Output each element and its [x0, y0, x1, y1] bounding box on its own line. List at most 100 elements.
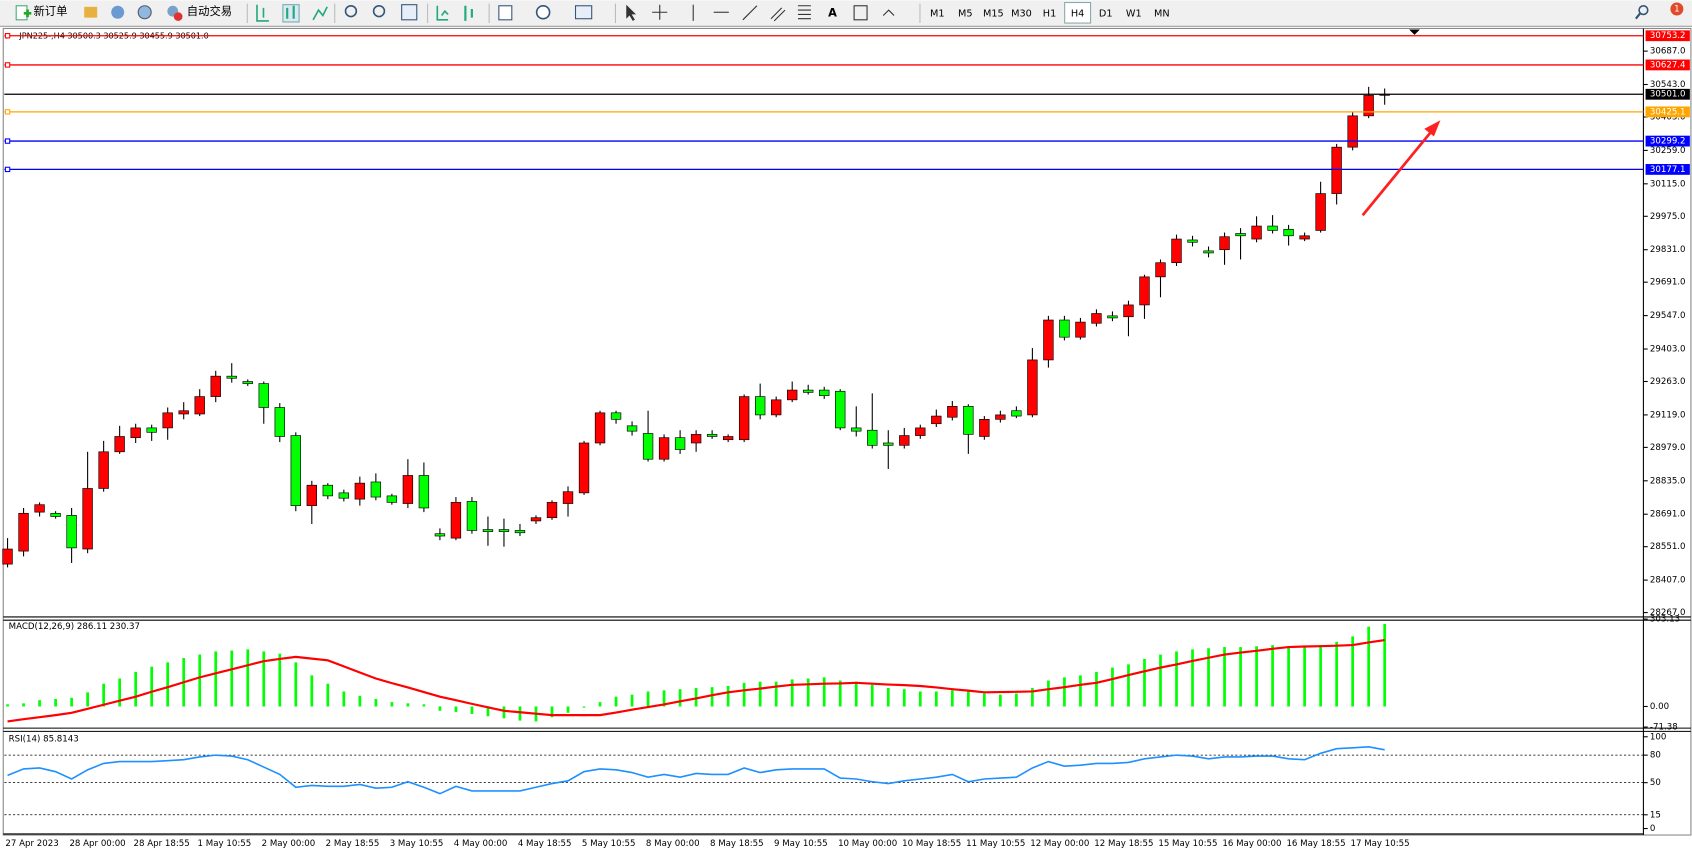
notification-badge[interactable] [1670, 2, 1684, 16]
price-tag [1645, 30, 1690, 42]
candle-body [1331, 146, 1342, 194]
candle-body [82, 488, 93, 550]
x-tick-label: 12 May 00:00 [1030, 839, 1089, 849]
y-tick-label: 30259.0 [1650, 146, 1686, 156]
candle-body [626, 425, 638, 432]
icon[interactable] [742, 5, 758, 21]
candle-body [963, 406, 974, 435]
candle-body [146, 427, 157, 433]
price-tag [1645, 135, 1690, 147]
timeframe-button[interactable]: D1 [1099, 8, 1113, 19]
icon[interactable] [256, 4, 269, 22]
y-tick-label: 28267.0 [1650, 608, 1686, 618]
candle-body [1107, 315, 1118, 319]
icon[interactable] [286, 5, 295, 19]
icon[interactable] [436, 5, 449, 21]
icon[interactable] [853, 5, 868, 21]
timeframe-button[interactable]: M1 [930, 8, 945, 19]
new-order-button[interactable]: 新订单 [15, 4, 67, 21]
candle-body [34, 504, 45, 513]
price-tag [1645, 59, 1690, 71]
y-tick-label: 30115.0 [1650, 179, 1686, 189]
y-tick-label: 29975.0 [1650, 212, 1686, 222]
candle-body [578, 442, 590, 494]
icon[interactable] [652, 4, 668, 20]
timeframe-button[interactable]: MN [1154, 8, 1170, 19]
candle-body [867, 429, 878, 446]
y-tick-label: 28979.0 [1650, 443, 1686, 453]
auto-trading-button[interactable]: 自动交易 [167, 4, 232, 21]
candle-body [50, 512, 61, 517]
icon[interactable] [84, 6, 98, 18]
timeframe-button[interactable]: H1 [1043, 8, 1056, 19]
search-icon[interactable] [1638, 4, 1649, 16]
icon[interactable] [464, 5, 473, 21]
candle-body [803, 389, 814, 393]
timeframe-button[interactable]: M30 [1011, 8, 1032, 19]
candle-body [434, 533, 446, 537]
x-tick-label: 16 May 00:00 [1222, 839, 1281, 849]
icon-text-tool[interactable]: A [828, 5, 837, 19]
icon[interactable] [344, 4, 358, 18]
x-tick-label: 2 May 18:55 [326, 839, 380, 849]
icon[interactable] [535, 4, 551, 20]
timeframe-button[interactable]: M15 [983, 8, 1004, 19]
y-tick-label: -71.38 [1650, 723, 1678, 733]
timeframe-button[interactable]: H4 [1071, 8, 1084, 19]
icon[interactable] [770, 7, 786, 22]
price-tag-label: 30425.1 [1650, 107, 1686, 117]
candle-body [1187, 239, 1198, 243]
icon[interactable] [882, 9, 895, 16]
candle-body [1155, 262, 1166, 278]
candle-body [370, 481, 382, 498]
annotation-arrow [1361, 120, 1441, 217]
icon[interactable] [797, 5, 811, 20]
icon[interactable] [137, 5, 152, 20]
candle-body [754, 396, 766, 416]
rsi-title: RSI(14) 85.8143 [9, 734, 79, 744]
price-tag-label: 30501.0 [1650, 90, 1686, 100]
candle-body [1235, 233, 1246, 237]
icon[interactable] [282, 4, 300, 23]
candle-body [1059, 319, 1070, 338]
x-tick-label: 28 Apr 18:55 [134, 839, 190, 849]
timeframe-button[interactable]: W1 [1126, 8, 1142, 19]
candle-body [514, 530, 526, 534]
candle-body [114, 436, 125, 453]
x-tick-label: 10 May 18:55 [902, 839, 961, 849]
candle-body [1299, 235, 1310, 240]
candle-body [242, 381, 253, 384]
candle-body [1171, 238, 1182, 264]
candle-body [274, 407, 285, 437]
icon[interactable] [111, 5, 125, 19]
x-tick-label: 16 May 18:55 [1286, 839, 1345, 849]
candle-body [1091, 313, 1102, 324]
candle-body [258, 383, 269, 408]
candle-body [1027, 359, 1038, 416]
x-tick-label: 2 May 00:00 [262, 839, 316, 849]
icon[interactable] [372, 4, 386, 18]
icon[interactable] [401, 4, 418, 21]
icon[interactable] [574, 5, 593, 20]
line-handle [4, 33, 11, 39]
candle-body [66, 515, 77, 549]
candle-body [915, 427, 926, 436]
candle-body [851, 427, 862, 432]
candle-body [674, 437, 686, 450]
y-tick-label: 30543.0 [1650, 80, 1686, 90]
icon [173, 12, 183, 21]
candle-body [338, 492, 350, 499]
timeframe-button[interactable]: M5 [958, 8, 973, 19]
y-tick-label: 50 [1650, 778, 1661, 788]
y-tick-label: 0 [1650, 824, 1656, 834]
icon[interactable] [312, 6, 328, 21]
candle-body [18, 512, 29, 552]
line-handle [4, 109, 11, 115]
x-tick-label: 10 May 00:00 [838, 839, 897, 849]
price-tag [1645, 164, 1690, 175]
x-tick-label: 3 May 10:55 [390, 839, 444, 849]
icon[interactable] [498, 5, 513, 21]
icon[interactable] [626, 4, 636, 21]
y-tick-label: 30687.0 [1650, 47, 1686, 57]
